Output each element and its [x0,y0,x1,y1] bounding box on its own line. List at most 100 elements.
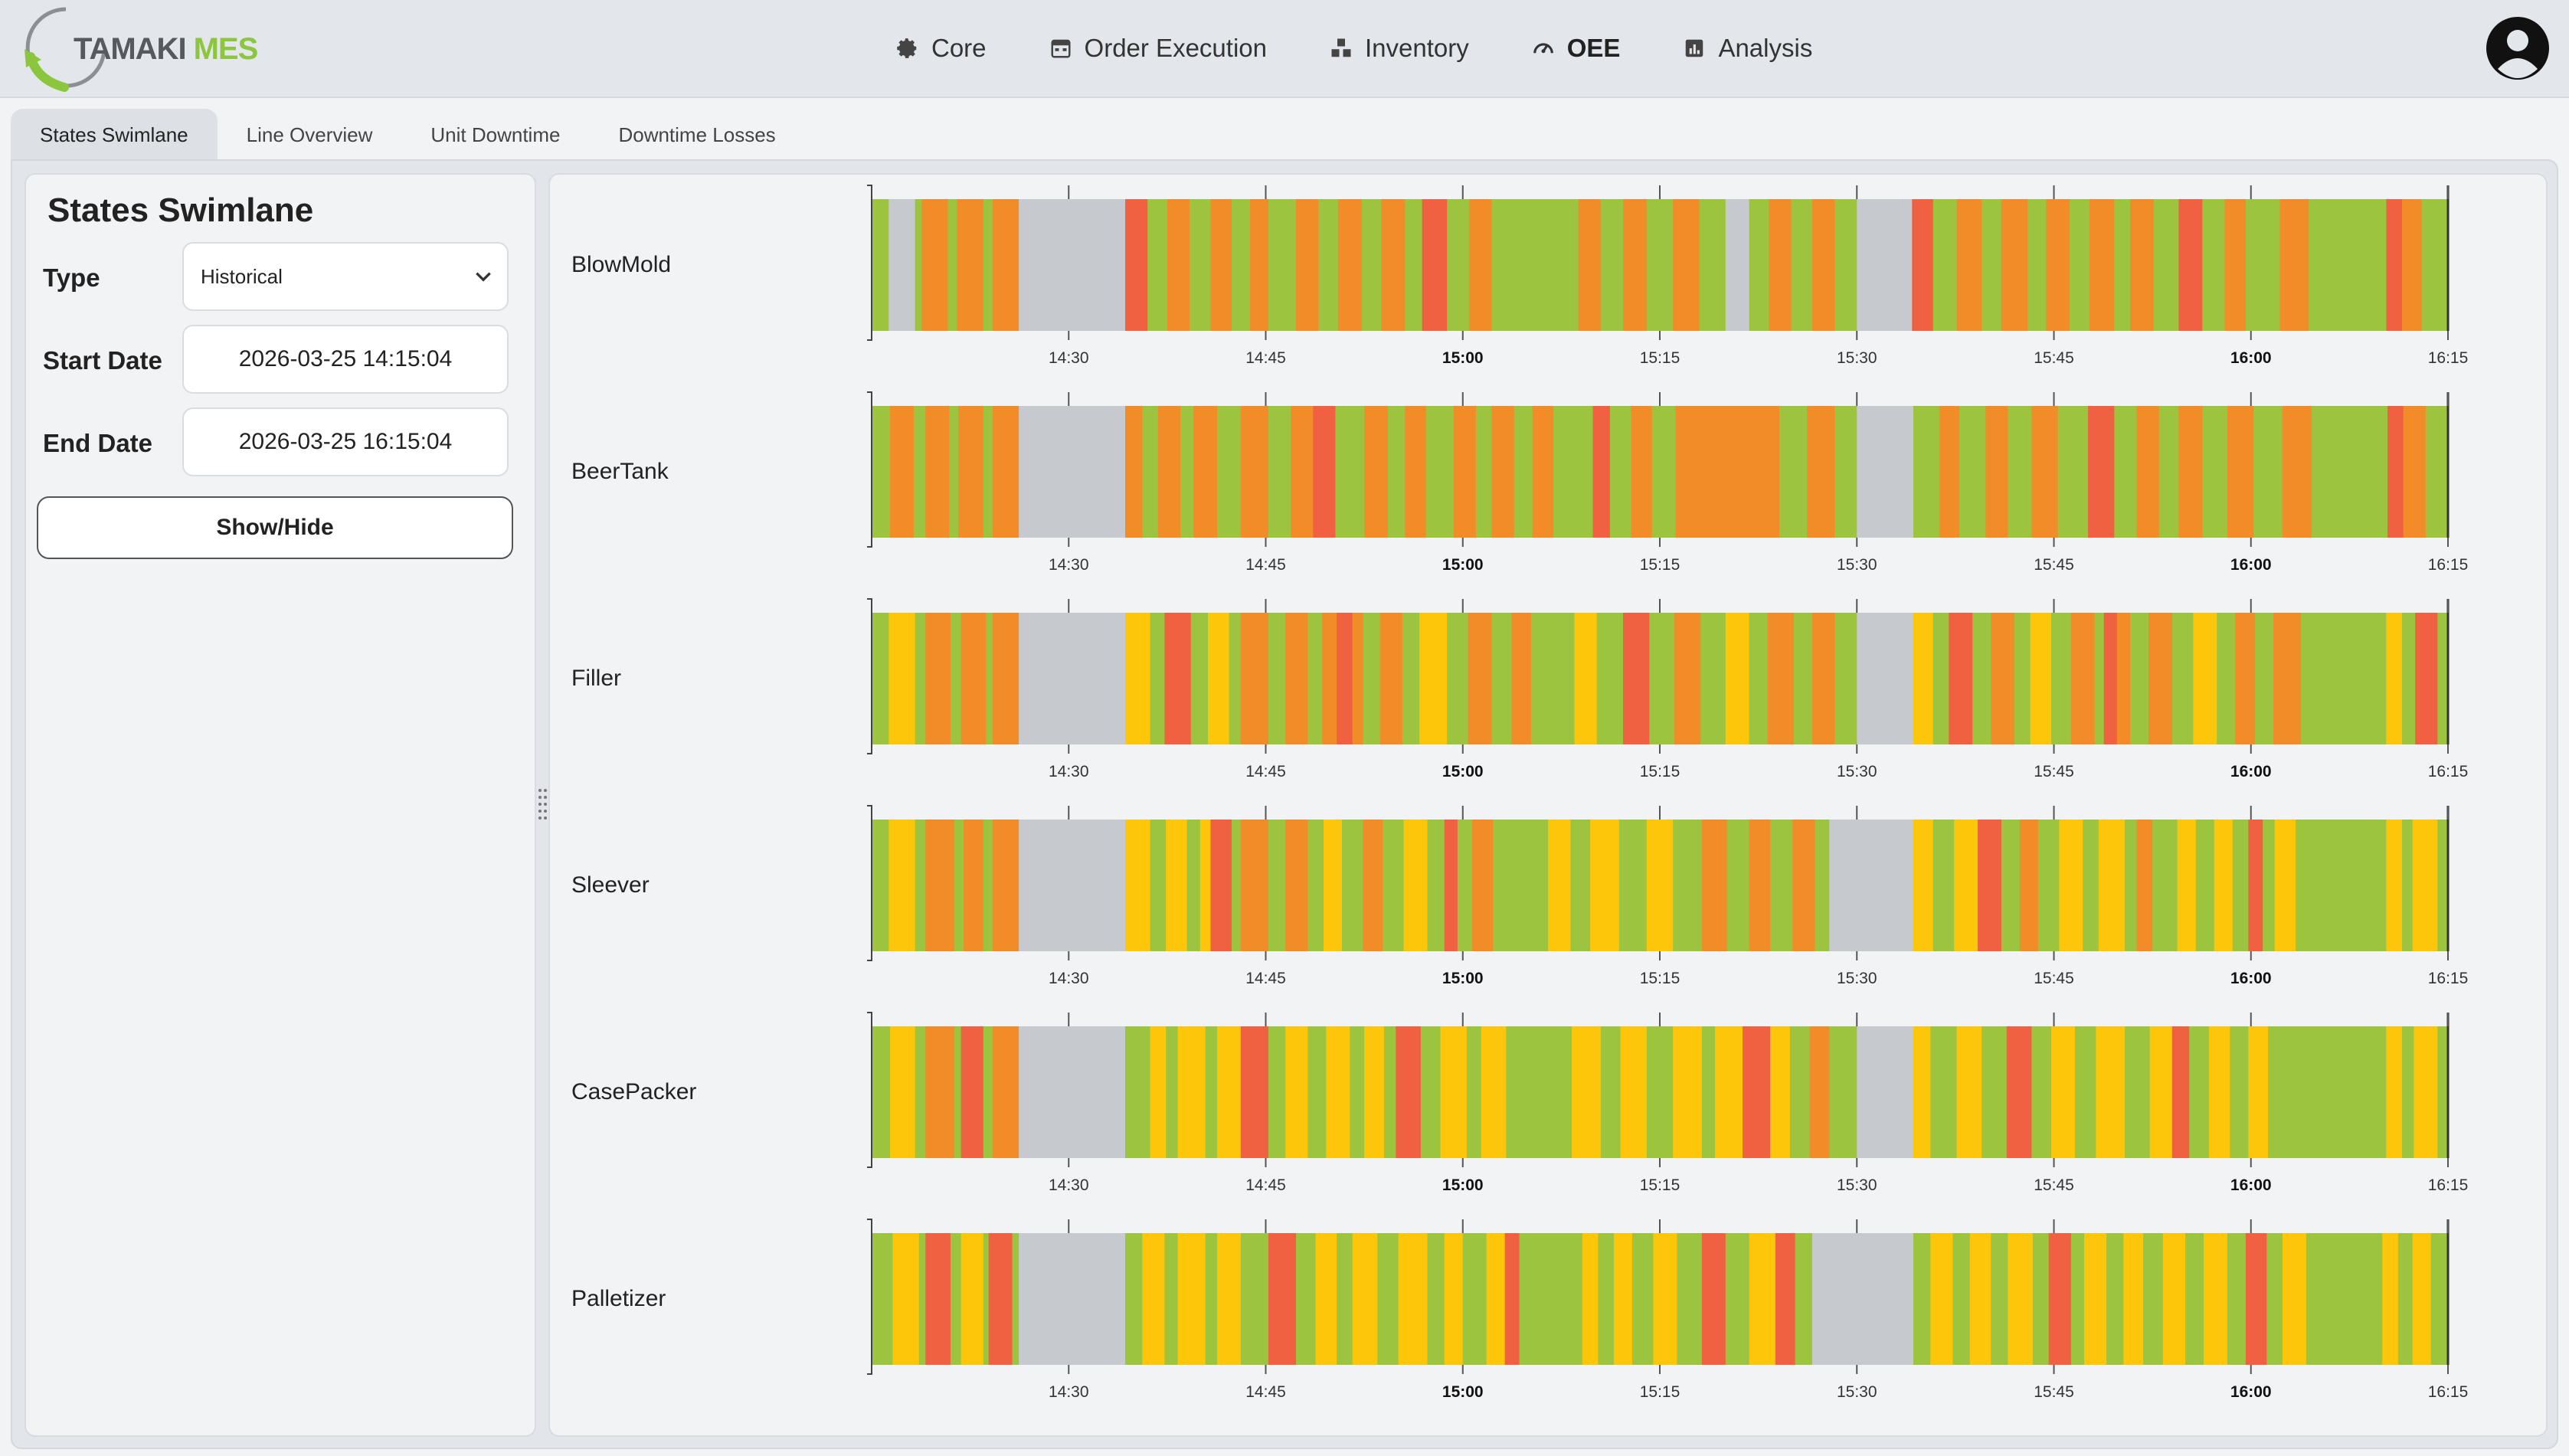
state-segment[interactable] [2083,1233,2107,1365]
state-segment[interactable] [1491,406,1515,538]
state-segment[interactable] [1422,199,1448,331]
state-segment[interactable] [1982,199,2002,331]
state-segment[interactable] [1930,1233,1953,1365]
state-segment[interactable] [2282,406,2312,538]
state-segment[interactable] [2227,1233,2247,1365]
state-segment[interactable] [2001,199,2028,331]
state-segment[interactable] [1756,406,1780,538]
state-segment[interactable] [2322,820,2387,951]
state-segment[interactable] [1811,613,1835,744]
state-segment[interactable] [1700,613,1726,744]
state-segment[interactable] [1398,1233,1428,1365]
show-hide-button[interactable]: Show/Hide [37,496,513,559]
state-segment[interactable] [1364,406,1389,538]
state-segment[interactable] [2158,406,2179,538]
state-segment[interactable] [925,613,951,744]
tab-downtime-losses[interactable]: Downtime Losses [618,123,776,146]
state-segment[interactable] [1956,199,1982,331]
state-segment[interactable] [2397,1233,2414,1365]
state-segment[interactable] [2103,613,2118,744]
state-segment[interactable] [921,199,948,331]
state-segment[interactable] [2030,613,2052,744]
state-segment[interactable] [1811,199,1835,331]
state-segment[interactable] [1323,820,1343,951]
state-segment[interactable] [1147,199,1168,331]
state-segment[interactable] [915,820,926,951]
state-segment[interactable] [1402,613,1420,744]
state-segment[interactable] [1932,613,1949,744]
state-segment[interactable] [1307,613,1323,744]
state-segment[interactable] [1572,1026,1602,1158]
state-segment[interactable] [1190,199,1211,331]
state-segment[interactable] [1699,199,1726,331]
state-segment[interactable] [1229,613,1242,744]
state-segment[interactable] [983,406,993,538]
state-segment[interactable] [1447,613,1469,744]
state-segment[interactable] [1622,199,1648,331]
state-segment[interactable] [2027,199,2047,331]
state-segment[interactable] [1468,613,1492,744]
state-segment[interactable] [925,406,950,538]
state-segment[interactable] [1285,820,1308,951]
state-segment[interactable] [2224,199,2247,331]
state-segment[interactable] [2070,613,2096,744]
state-segment[interactable] [2059,820,2083,951]
state-segment[interactable] [1620,1026,1648,1158]
state-segment[interactable] [1363,613,1381,744]
state-segment[interactable] [2094,613,2105,744]
state-segment[interactable] [1959,406,1986,538]
state-segment[interactable] [992,1026,1019,1158]
state-segment[interactable] [1318,199,1339,331]
state-segment[interactable] [2437,613,2449,744]
state-segment[interactable] [2185,1233,2204,1365]
state-segment[interactable] [1991,613,2015,744]
state-segment[interactable] [2177,820,2197,951]
state-segment[interactable] [1728,406,1756,538]
state-segment[interactable] [1969,1233,1991,1365]
state-segment[interactable] [1019,406,1126,538]
state-segment[interactable] [1326,1026,1350,1158]
state-segment[interactable] [1749,820,1771,951]
state-segment[interactable] [964,820,984,951]
state-segment[interactable] [1578,199,1602,331]
state-segment[interactable] [1125,1026,1150,1158]
state-segment[interactable] [1481,1026,1507,1158]
state-segment[interactable] [1519,1233,1583,1365]
state-segment[interactable] [1307,820,1324,951]
state-segment[interactable] [1631,406,1653,538]
state-segment[interactable] [1954,820,1978,951]
state-segment[interactable] [1651,406,1676,538]
state-segment[interactable] [957,199,984,331]
state-segment[interactable] [2189,1026,2210,1158]
state-segment[interactable] [950,1233,962,1365]
type-select[interactable]: Historical [182,242,509,311]
state-segment[interactable] [2178,199,2203,331]
state-segment[interactable] [2048,1233,2072,1365]
state-segment[interactable] [890,406,915,538]
state-segment[interactable] [2235,613,2256,744]
state-segment[interactable] [2274,820,2296,951]
state-segment[interactable] [950,613,962,744]
tab-states-swimlane[interactable]: States Swimlane [11,109,218,161]
state-segment[interactable] [2129,199,2155,331]
state-segment[interactable] [1210,820,1232,951]
state-segment[interactable] [2230,1026,2249,1158]
state-segment[interactable] [1532,406,1554,538]
state-segment[interactable] [983,1026,993,1158]
state-segment[interactable] [1792,820,1815,951]
state-segment[interactable] [1701,820,1727,951]
state-segment[interactable] [2437,1026,2449,1158]
state-segment[interactable] [1834,406,1857,538]
state-segment[interactable] [1337,199,1363,331]
state-segment[interactable] [2116,613,2131,744]
state-segment[interactable] [2306,1233,2383,1365]
state-segment[interactable] [2421,199,2449,331]
state-segment[interactable] [1019,1026,1126,1158]
start-date-input[interactable]: 2026-03-25 14:15:04 [182,325,509,394]
state-segment[interactable] [1125,820,1150,951]
state-segment[interactable] [2401,613,2416,744]
state-segment[interactable] [1307,1026,1327,1158]
state-segment[interactable] [925,820,955,951]
state-segment[interactable] [1180,406,1194,538]
state-segment[interactable] [1157,406,1181,538]
